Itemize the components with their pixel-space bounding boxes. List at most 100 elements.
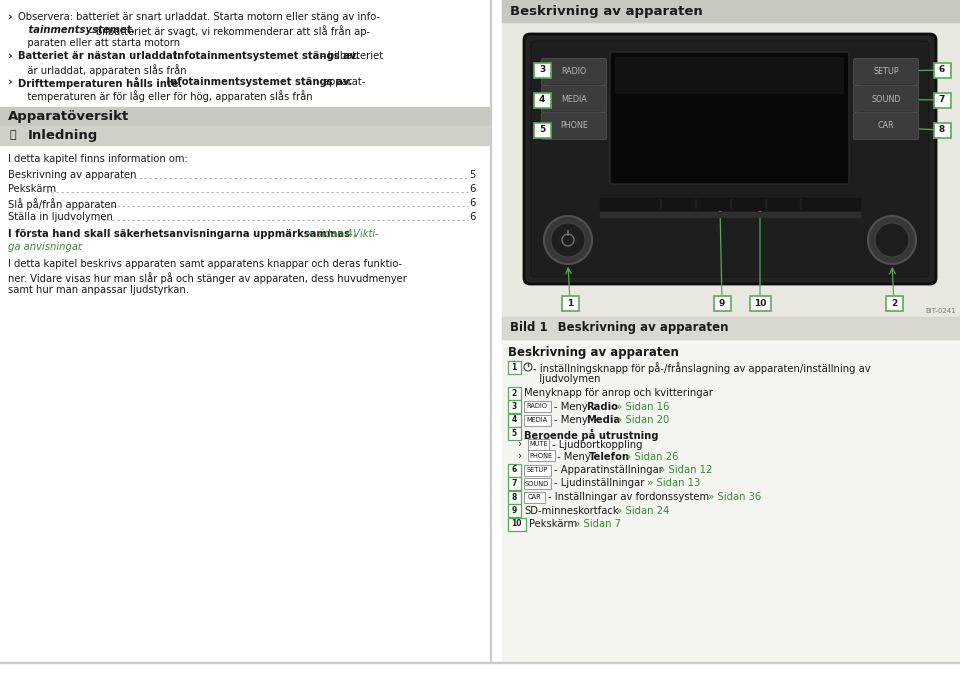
Text: » Sidan 36: » Sidan 36: [705, 492, 761, 502]
Text: - Ljudinställningar: - Ljudinställningar: [554, 479, 644, 488]
FancyBboxPatch shape: [610, 52, 849, 184]
Text: Infotainmentsystemet stängs av.: Infotainmentsystemet stängs av.: [163, 77, 352, 87]
FancyBboxPatch shape: [508, 361, 520, 374]
Bar: [695, 199, 696, 208]
Bar: [0, 0, 490, 683]
FancyBboxPatch shape: [615, 57, 844, 94]
Text: PHONE: PHONE: [560, 122, 588, 130]
Bar: [0, 107, 490, 126]
Text: 9: 9: [512, 506, 516, 515]
Text: I detta kapitel beskrivs apparaten samt apparatens knappar och deras funktio-: I detta kapitel beskrivs apparaten samt …: [8, 259, 402, 269]
Bar: [502, 0, 960, 683]
Text: 6: 6: [939, 66, 946, 74]
Text: Pekskärm: Pekskärm: [8, 184, 56, 194]
Bar: [0, 126, 490, 145]
Text: Radio: Radio: [586, 402, 618, 411]
Bar: [0, 662, 960, 663]
Text: ga anvisningar: ga anvisningar: [8, 242, 83, 252]
Text: - inställningsknapp för på-/frånslagning av apparaten/inställning av: - inställningsknapp för på-/frånslagning…: [533, 362, 871, 374]
FancyBboxPatch shape: [508, 400, 520, 413]
Bar: [859, 112, 913, 113]
Text: Batteriet är nästan urladdat.: Batteriet är nästan urladdat.: [18, 51, 181, 61]
Text: - Ljudbortkoppling: - Ljudbortkoppling: [552, 440, 642, 450]
Text: SOUND: SOUND: [525, 481, 549, 486]
FancyBboxPatch shape: [562, 296, 579, 311]
Text: 6: 6: [512, 466, 516, 475]
Text: CAR: CAR: [527, 494, 540, 500]
Text: 5: 5: [8, 665, 16, 678]
Text: - apparat-: - apparat-: [313, 77, 366, 87]
Bar: [547, 85, 601, 87]
Text: 6: 6: [469, 184, 476, 194]
Text: » sidan 4,: » sidan 4,: [304, 229, 356, 239]
FancyBboxPatch shape: [534, 63, 550, 77]
Text: » Sidan 24: » Sidan 24: [613, 505, 669, 516]
Text: SETUP: SETUP: [874, 68, 899, 76]
FancyBboxPatch shape: [853, 113, 919, 139]
FancyBboxPatch shape: [527, 438, 549, 449]
Text: ner. Vidare visas hur man slår på och stänger av apparaten, dess huvudmenyer: ner. Vidare visas hur man slår på och st…: [8, 272, 407, 284]
Text: » Sidan 20: » Sidan 20: [613, 415, 669, 425]
FancyBboxPatch shape: [527, 450, 555, 461]
Text: BIT-0241: BIT-0241: [925, 308, 956, 314]
FancyBboxPatch shape: [713, 296, 731, 311]
FancyBboxPatch shape: [534, 122, 550, 137]
Text: » Sidan 12: » Sidan 12: [656, 465, 712, 475]
Bar: [0, 662, 960, 683]
Text: PHONE: PHONE: [529, 453, 553, 458]
Text: Observera: batteriet är snart urladdat. Starta motorn eller stäng av info-: Observera: batteriet är snart urladdat. …: [18, 12, 380, 22]
Text: temperaturen är för låg eller för hög, apparaten slås från: temperaturen är för låg eller för hög, a…: [18, 90, 313, 102]
Text: Slå på/från apparaten: Slå på/från apparaten: [8, 198, 117, 210]
FancyBboxPatch shape: [523, 478, 550, 489]
Text: - Apparatinställningar: - Apparatinställningar: [554, 465, 662, 475]
FancyBboxPatch shape: [541, 85, 607, 113]
Text: - Meny: - Meny: [554, 415, 590, 425]
Bar: [490, 0, 491, 683]
FancyBboxPatch shape: [508, 477, 520, 490]
Text: 10: 10: [512, 520, 521, 529]
FancyBboxPatch shape: [524, 34, 936, 284]
Text: I första hand skall säkerhetsanvisningarna uppmärksammas: I första hand skall säkerhetsanvisningar…: [8, 229, 350, 239]
Bar: [502, 22, 960, 317]
FancyBboxPatch shape: [534, 92, 550, 107]
Text: Beroende på utrustning: Beroende på utrustning: [524, 428, 659, 441]
FancyBboxPatch shape: [508, 504, 520, 517]
FancyBboxPatch shape: [523, 401, 550, 412]
Bar: [800, 199, 801, 208]
Bar: [547, 112, 601, 113]
FancyBboxPatch shape: [523, 492, 544, 503]
Text: 6: 6: [469, 212, 476, 222]
Text: 10: 10: [754, 298, 766, 307]
Text: 9: 9: [719, 298, 725, 307]
FancyBboxPatch shape: [508, 490, 520, 503]
Text: Pekskärm: Pekskärm: [529, 519, 577, 529]
Text: MEDIA: MEDIA: [562, 94, 587, 104]
Text: Bild 1  Beskrivning av apparaten: Bild 1 Beskrivning av apparaten: [510, 322, 729, 335]
Text: SOUND: SOUND: [872, 94, 900, 104]
Text: - bilbatteriet är svagt, vi rekommenderar att slå från ap-: - bilbatteriet är svagt, vi rekommendera…: [86, 25, 371, 37]
Text: Beskrivning av apparaten: Beskrivning av apparaten: [8, 170, 136, 180]
Text: Telefon: Telefon: [589, 451, 630, 462]
Bar: [765, 199, 766, 208]
Text: 5: 5: [469, 170, 476, 180]
Text: Beskrivning av apparaten: Beskrivning av apparaten: [508, 346, 679, 359]
Text: 4: 4: [512, 415, 516, 425]
Bar: [600, 212, 860, 217]
Text: 📖: 📖: [10, 130, 16, 141]
Text: 6: 6: [469, 198, 476, 208]
Bar: [730, 199, 731, 208]
Text: tainmentsystemet.: tainmentsystemet.: [18, 25, 135, 35]
Text: Drifttemperaturen hålls inte.: Drifttemperaturen hålls inte.: [18, 77, 182, 89]
FancyBboxPatch shape: [508, 518, 525, 531]
Text: - bilbatteriet: - bilbatteriet: [318, 51, 383, 61]
FancyBboxPatch shape: [541, 113, 607, 139]
Text: 4: 4: [539, 96, 545, 104]
Text: ljudvolymen: ljudvolymen: [533, 374, 601, 383]
FancyBboxPatch shape: [541, 59, 607, 85]
Circle shape: [875, 223, 909, 257]
FancyBboxPatch shape: [933, 92, 950, 107]
FancyBboxPatch shape: [508, 427, 520, 440]
Text: 3: 3: [512, 402, 516, 411]
Text: » Sidan 16: » Sidan 16: [613, 402, 669, 411]
Text: RADIO: RADIO: [562, 68, 587, 76]
